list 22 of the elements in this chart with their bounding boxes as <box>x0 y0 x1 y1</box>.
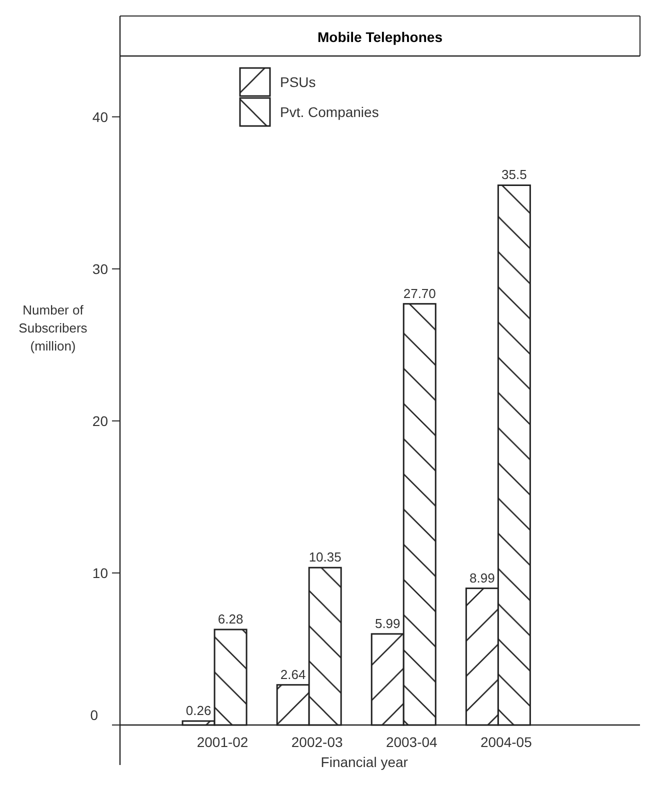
y-tick-label: 20 <box>92 412 108 429</box>
data-label: 0.26 <box>186 703 212 718</box>
x-axis-title: Financial year <box>320 754 408 770</box>
data-label: 35.5 <box>502 167 527 182</box>
y-tick-label: 0 <box>90 707 98 723</box>
x-tick-label: 2003-04 <box>386 734 438 750</box>
x-tick-label: 2002-03 <box>291 734 343 750</box>
chart-title: Mobile Telephones <box>318 29 443 45</box>
data-label: 6.28 <box>218 612 244 627</box>
data-label: 2.64 <box>280 666 306 682</box>
data-label: 5.99 <box>374 616 400 631</box>
x-tick-label: 2001-02 <box>196 734 248 750</box>
y-axis-title: Number of Subscribers (million) <box>18 302 88 354</box>
data-label: 8.99 <box>470 570 495 586</box>
y-tick-label: 10 <box>92 564 108 581</box>
y-tick-label: 40 <box>92 108 108 125</box>
y-tick-label: 30 <box>92 260 108 277</box>
data-label: 27.70 <box>403 286 436 301</box>
data-label: 10.35 <box>308 550 342 565</box>
legend-label: Pvt. Companies <box>280 104 379 120</box>
x-tick-label: 2004-05 <box>480 734 532 750</box>
legend-label: PSUs <box>280 74 316 90</box>
